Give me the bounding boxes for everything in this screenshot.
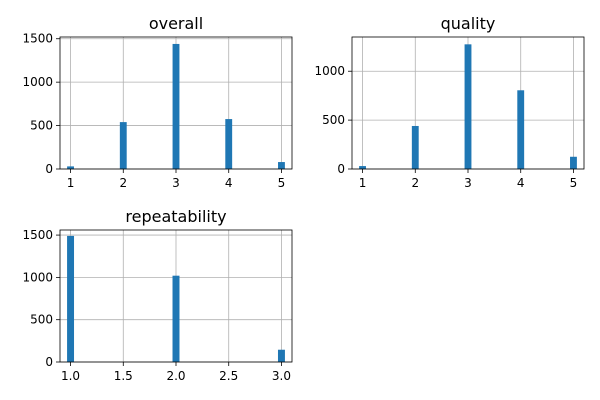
y-tick-label: 1500 bbox=[22, 32, 53, 46]
histogram-bar bbox=[119, 122, 127, 169]
x-tick-label: 2.0 bbox=[166, 369, 185, 383]
y-tick-label: 0 bbox=[45, 162, 53, 176]
x-tick-label: 5 bbox=[570, 176, 578, 190]
x-tick-label: 1 bbox=[359, 176, 367, 190]
subplot-title: repeatability bbox=[125, 207, 226, 226]
y-tick-label: 500 bbox=[30, 313, 53, 327]
x-tick-label: 4 bbox=[517, 176, 525, 190]
y-tick-label: 0 bbox=[337, 162, 345, 176]
x-tick-label: 5 bbox=[278, 176, 286, 190]
histogram-bar bbox=[67, 235, 75, 362]
subplot-3: 1.0 1.5 2.0 2.5 3.0 0 500 1000 1500 repeatability bbox=[22, 207, 293, 383]
histogram-bar bbox=[225, 119, 233, 169]
y-tick-label: 1000 bbox=[314, 64, 345, 78]
subplot-title: overall bbox=[149, 14, 203, 33]
histogram-bar bbox=[278, 162, 285, 169]
x-tick-label: 3 bbox=[172, 176, 180, 190]
histogram-bar bbox=[172, 275, 180, 362]
histogram-bar bbox=[570, 156, 577, 169]
x-tick-label: 2 bbox=[411, 176, 419, 190]
histogram-bar bbox=[172, 43, 180, 169]
y-tick-label: 500 bbox=[322, 113, 345, 127]
y-tick-label: 1000 bbox=[22, 270, 53, 284]
histogram-bar bbox=[464, 44, 472, 170]
histogram-bar bbox=[517, 90, 525, 169]
x-tick-label: 2.5 bbox=[219, 369, 238, 383]
x-tick-label: 3.0 bbox=[272, 369, 291, 383]
x-tick-label: 4 bbox=[225, 176, 233, 190]
histogram-bar bbox=[67, 166, 74, 169]
histogram-bar bbox=[411, 125, 419, 169]
y-tick-label: 1000 bbox=[22, 75, 53, 89]
x-tick-label: 1.5 bbox=[114, 369, 133, 383]
x-tick-label: 1.0 bbox=[61, 369, 80, 383]
subplot-title: quality bbox=[441, 14, 496, 33]
x-tick-label: 2 bbox=[119, 176, 127, 190]
subplot-1: 1 2 3 4 5 0 500 1000 1500 overall bbox=[22, 14, 293, 190]
y-tick-label: 0 bbox=[45, 355, 53, 369]
y-tick-label: 500 bbox=[30, 119, 53, 133]
subplot-2: 1 2 3 4 5 0 500 1000 quality bbox=[314, 14, 585, 190]
x-tick-label: 1 bbox=[67, 176, 75, 190]
y-tick-label: 1500 bbox=[22, 228, 53, 242]
histogram-bar bbox=[359, 166, 366, 169]
histogram-bar bbox=[277, 349, 285, 362]
x-tick-label: 3 bbox=[464, 176, 472, 190]
